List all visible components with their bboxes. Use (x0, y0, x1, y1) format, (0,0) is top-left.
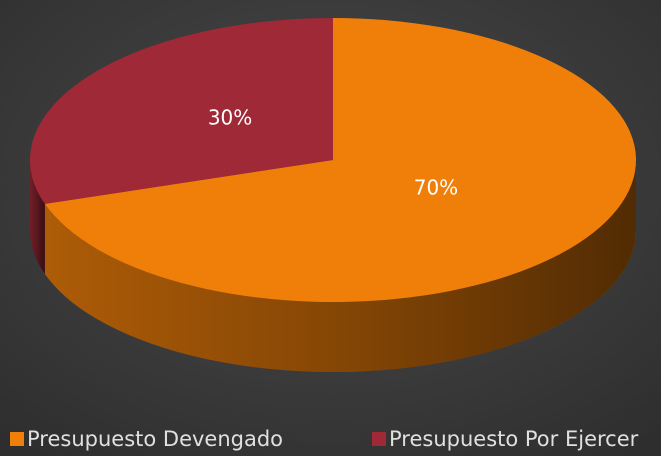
side-shade (30, 160, 45, 274)
value-label: 30% (208, 105, 252, 129)
pie: 70% 30% (29, 18, 637, 372)
legend-swatch (10, 432, 24, 446)
legend-label: Presupuesto Devengado (27, 427, 283, 451)
slice (29, 18, 334, 204)
legend-label: Presupuesto Por Ejercer (389, 427, 639, 451)
slice (44, 18, 637, 302)
value-label: 70% (414, 176, 458, 200)
legend-swatch (372, 432, 386, 446)
side-shade (44, 160, 636, 372)
legend: Presupuesto Devengado Presupuesto Por Eje… (10, 427, 639, 451)
